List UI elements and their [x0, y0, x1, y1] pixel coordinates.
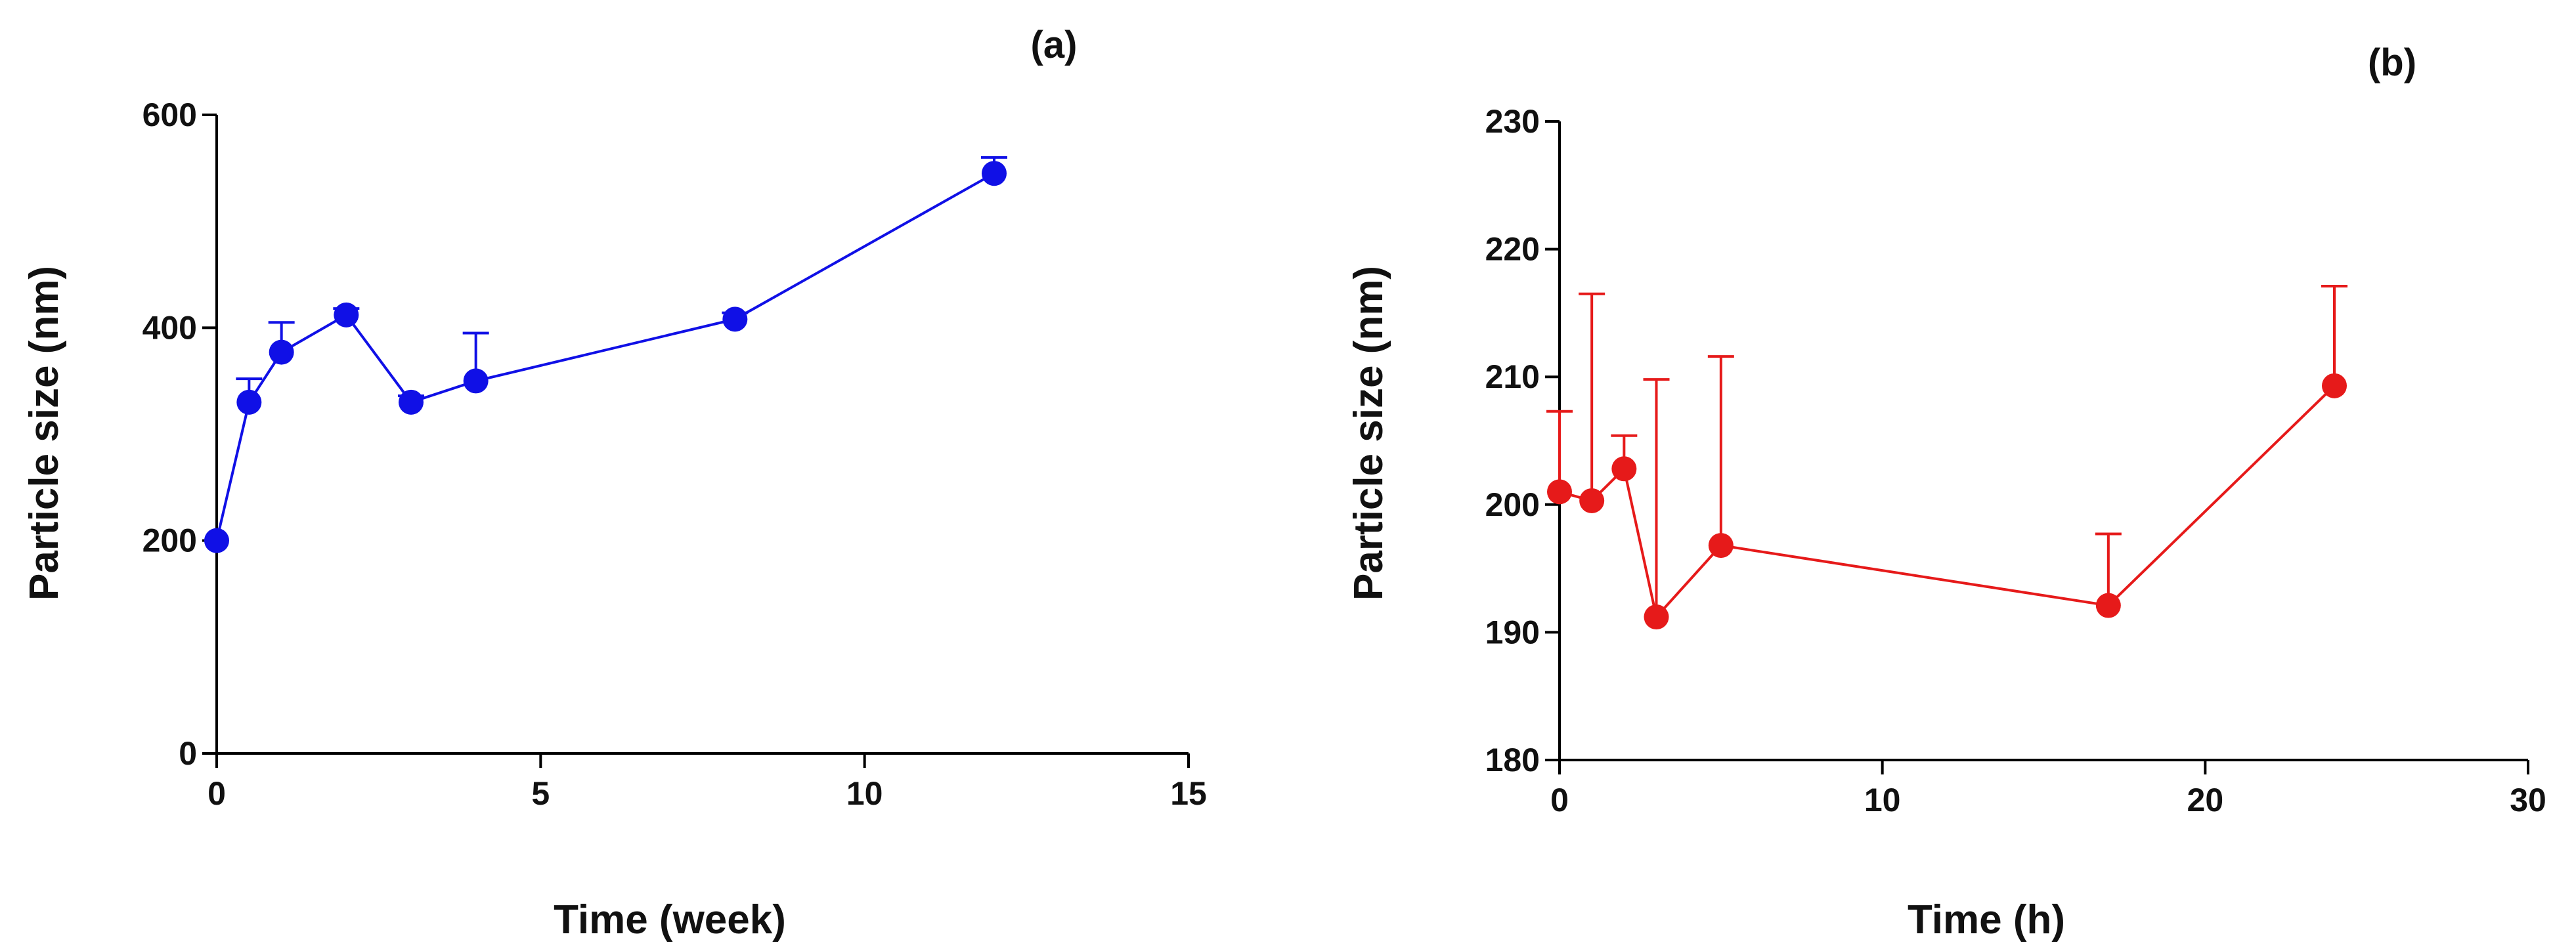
- panel-b-series-line: [1559, 385, 2336, 620]
- panel-b-y-tick-label: 210: [1485, 358, 1540, 395]
- panel-a-data-point: [236, 389, 262, 415]
- panel-b-y-tick-label: 200: [1485, 486, 1540, 523]
- panel-a-y-tick-label: 400: [142, 309, 197, 346]
- panel-b-x-axis-label: Time (h): [1908, 897, 2065, 942]
- panel-b-x-tick-label: 0: [1550, 782, 1569, 818]
- panel-b-data-point: [2322, 373, 2347, 398]
- panel-b-y-tick-label: 190: [1485, 614, 1540, 650]
- panel-b-title: (b): [2368, 41, 2416, 84]
- panel-a-data-point: [204, 528, 229, 553]
- panel-b-data-point: [1579, 488, 1605, 513]
- panel-a-data-point: [334, 302, 359, 328]
- panel-b-data-point: [1547, 479, 1572, 505]
- panel-a-x-axis-label: Time (week): [554, 897, 786, 942]
- panel-b-x-tick-label: 20: [2187, 782, 2224, 818]
- panel-b-data-point: [1708, 533, 1734, 559]
- panel-a-y-tick-label: 600: [142, 96, 197, 133]
- panel-b: (b) Particle size (nm) Time (h) 180 190 20…: [1346, 41, 2546, 942]
- panel-a-x-tick-label: 10: [846, 775, 883, 812]
- panel-b-y-tick-label: 230: [1485, 103, 1540, 140]
- panel-b-y-axis-label: Particle size (nm): [1346, 266, 1391, 601]
- panel-a-x-tick-label: 0: [207, 775, 226, 812]
- panel-a-data-point: [399, 389, 424, 415]
- panel-a-x-tick-label: 5: [531, 775, 550, 812]
- panel-a: (a) Particle size (nm) Time (week) 0 200 4…: [22, 24, 1207, 942]
- panel-a-title: (a): [1031, 24, 1078, 66]
- panel-a-x-tick-label: 15: [1170, 775, 1207, 812]
- panel-b-y-tick-label: 180: [1485, 742, 1540, 778]
- panel-b-y-tick-label: 220: [1485, 231, 1540, 268]
- panel-b-x-tick-label: 30: [2510, 782, 2546, 818]
- panel-a-data-point: [463, 368, 489, 394]
- panel-a-y-tick-label: 200: [142, 522, 197, 559]
- panel-a-data-point: [982, 161, 1007, 186]
- panel-b-data-point: [1644, 604, 1669, 630]
- panel-a-y-axis-label: Particle size (nm): [22, 266, 67, 601]
- panel-b-x-tick-label: 10: [1864, 782, 1901, 818]
- panel-a-data-point: [269, 339, 294, 365]
- panel-a-y-tick-label: 0: [179, 735, 197, 772]
- panel-a-series-line: [215, 172, 995, 541]
- panel-b-data-point: [2095, 593, 2121, 618]
- panel-b-data-point: [1611, 456, 1637, 482]
- panel-a-data-point: [722, 306, 748, 332]
